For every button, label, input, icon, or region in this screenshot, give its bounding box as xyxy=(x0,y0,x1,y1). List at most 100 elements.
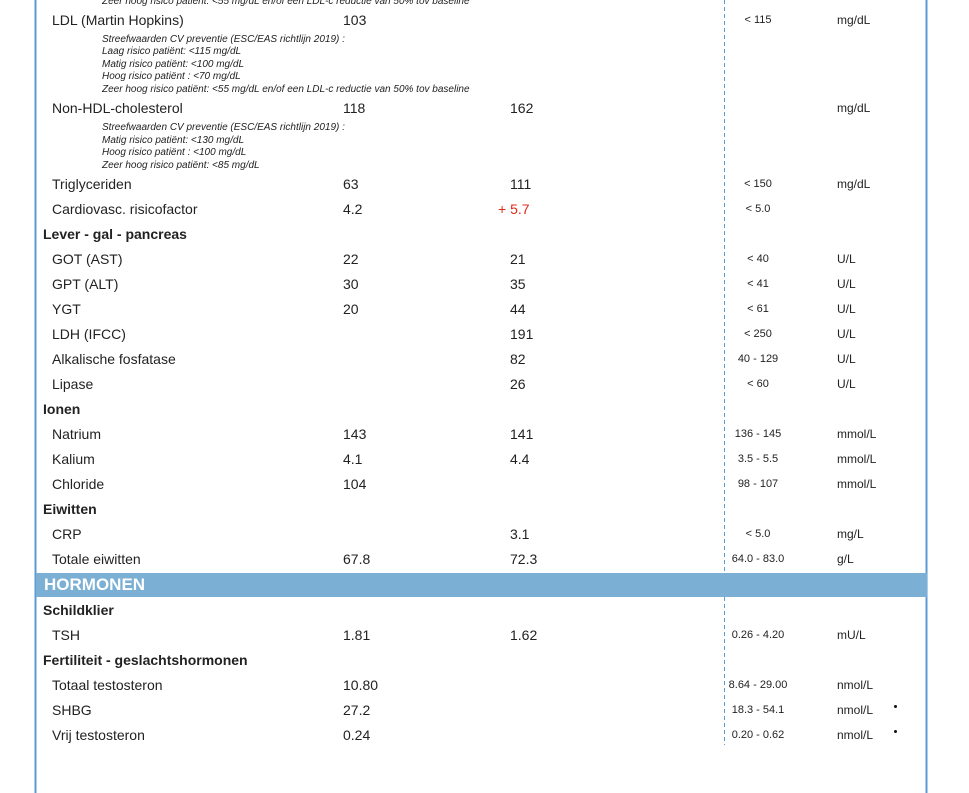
flag-dot xyxy=(894,705,897,709)
reference-range: 40 - 129 xyxy=(737,353,779,366)
reference-range: < 61 xyxy=(747,303,769,316)
reference-note: Streefwaarden CV preventie (ESC/EAS rich… xyxy=(102,121,345,133)
reference-note: Laag risico patiënt: <115 mg/dL xyxy=(102,46,242,58)
reference-note: Streefwaarden CV preventie (ESC/EAS rich… xyxy=(102,33,345,45)
reference-range: < 5.0 xyxy=(745,528,771,541)
reference-note: Zeer hoog risico patiënt: <55 mg/dL en/o… xyxy=(102,0,470,7)
previous-result: 103 xyxy=(343,12,367,28)
flag-dot xyxy=(894,730,897,734)
current-result: 162 xyxy=(510,100,534,117)
unit: g/L xyxy=(837,552,854,567)
reference-note: Zeer hoog risico patiënt: <55 mg/dL en/o… xyxy=(102,83,470,95)
previous-result: 20 xyxy=(343,301,359,318)
test-name: Alkalische fosfatase xyxy=(52,351,176,368)
reference-range: 98 - 107 xyxy=(737,478,779,491)
test-name: Lipase xyxy=(52,376,94,393)
test-name: SHBG xyxy=(52,702,92,719)
reference-note: Matig risico patiënt: <100 mg/dL xyxy=(102,58,245,70)
current-result: 72.3 xyxy=(510,551,538,568)
reference-range: < 115 xyxy=(744,14,772,26)
test-name: YGT xyxy=(52,301,81,318)
band-title: HORMONEN xyxy=(44,575,146,595)
current-result: 3.1 xyxy=(510,526,530,543)
reference-note: Hoog risico patiënt : <100 mg/dL xyxy=(102,147,247,159)
reference-note: Zeer hoog risico patiënt: <85 mg/dL xyxy=(102,159,260,171)
test-name: Non-HDL-cholesterol xyxy=(52,100,183,117)
current-result: 35 xyxy=(510,276,526,293)
unit: mg/L xyxy=(837,527,864,542)
current-result: + 5.7 xyxy=(498,201,530,218)
previous-result: 4.2 xyxy=(343,201,363,218)
test-name: Natrium xyxy=(52,426,102,443)
reference-range: 0.20 - 0.62 xyxy=(731,729,785,742)
test-name: GPT (ALT) xyxy=(52,276,119,293)
unit: U/L xyxy=(837,277,856,292)
current-result: 26 xyxy=(510,376,526,393)
reference-range: 8.64 - 29.00 xyxy=(728,679,788,692)
previous-result: 27.2 xyxy=(343,702,371,719)
unit: mmol/L xyxy=(837,427,877,442)
reference-range: 3.5 - 5.5 xyxy=(737,453,779,466)
previous-result: 1.81 xyxy=(343,627,371,644)
test-name: CRP xyxy=(52,526,82,543)
reference-range: 0.26 - 4.20 xyxy=(731,629,785,642)
previous-result: 63 xyxy=(343,176,359,193)
current-result: 4.4 xyxy=(510,451,530,468)
test-name: LDL (Martin Hopkins) xyxy=(52,12,184,28)
previous-result: 22 xyxy=(343,251,359,268)
reference-note: Hoog risico patiënt : <70 mg/dL xyxy=(102,71,241,83)
test-name: Chloride xyxy=(52,476,105,493)
current-result: 1.62 xyxy=(510,627,538,644)
test-name: TSH xyxy=(52,627,80,644)
unit: nmol/L xyxy=(837,678,874,693)
previous-result: 10.80 xyxy=(343,677,379,694)
previous-result: 0.24 xyxy=(343,727,371,744)
previous-result: 4.1 xyxy=(343,451,363,468)
unit: U/L xyxy=(837,302,856,317)
unit: mg/dL xyxy=(837,177,871,192)
reference-range: < 40 xyxy=(747,253,769,266)
reference-note: Matig risico patiënt: <130 mg/dL xyxy=(102,134,245,146)
unit: nmol/L xyxy=(837,703,874,718)
current-result: 21 xyxy=(510,251,526,268)
current-result: 111 xyxy=(510,176,532,193)
unit: nmol/L xyxy=(837,728,874,743)
test-name: Vrij testosteron xyxy=(52,727,145,744)
unit: mmol/L xyxy=(837,477,877,492)
previous-result: 143 xyxy=(343,426,367,443)
previous-result: 104 xyxy=(343,476,367,493)
unit: mmol/L xyxy=(837,452,877,467)
previous-result: 30 xyxy=(343,276,359,293)
current-result: 141 xyxy=(510,426,534,443)
current-result: 191 xyxy=(510,326,534,343)
unit: U/L xyxy=(837,252,856,267)
section-title: Schildklier xyxy=(43,602,114,619)
unit: mg/dL xyxy=(837,13,871,27)
test-name: LDH (IFCC) xyxy=(52,326,126,343)
section-title: Eiwitten xyxy=(43,501,97,518)
test-name: GOT (AST) xyxy=(52,251,123,268)
test-name: Triglyceriden xyxy=(52,176,132,193)
current-result: 82 xyxy=(510,351,526,368)
test-name: Totale eiwitten xyxy=(52,551,141,568)
test-name: Kalium xyxy=(52,451,95,468)
reference-range: < 150 xyxy=(744,178,772,191)
section-title: Fertiliteit - geslachtshormonen xyxy=(43,652,248,669)
reference-range: < 250 xyxy=(744,328,772,341)
unit: mU/L xyxy=(837,628,866,643)
unit: mg/dL xyxy=(837,101,871,116)
section-band: HORMONEN xyxy=(36,573,927,598)
unit: U/L xyxy=(837,377,856,392)
reference-range: < 60 xyxy=(747,378,769,391)
current-result: 44 xyxy=(510,301,526,318)
test-name: Cardiovasc. risicofactor xyxy=(52,201,198,218)
unit: U/L xyxy=(837,352,856,367)
section-title: Lever - gal - pancreas xyxy=(43,226,187,243)
previous-result: 67.8 xyxy=(343,551,371,568)
reference-range: < 41 xyxy=(747,278,769,291)
previous-result: 118 xyxy=(343,100,366,117)
reference-range: 18.3 - 54.1 xyxy=(731,704,785,717)
